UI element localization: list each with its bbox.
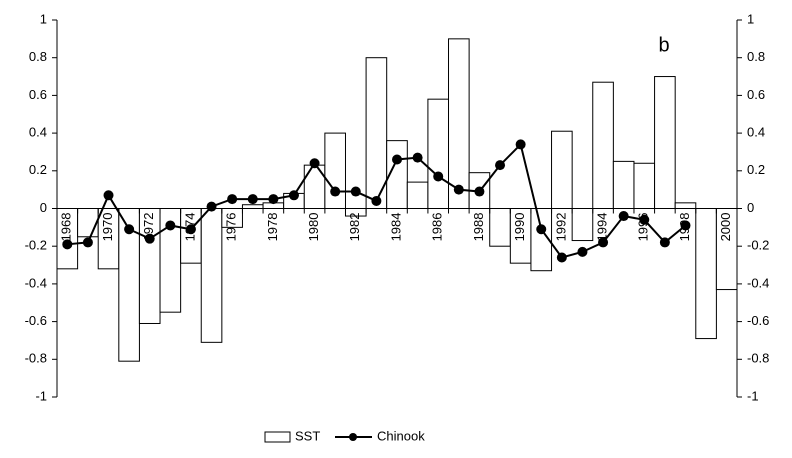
bar (200, 208, 223, 343)
line-marker (659, 237, 670, 248)
y-tick-label: -0.4 (25, 275, 47, 290)
line-marker (433, 171, 444, 182)
bar (654, 76, 676, 209)
bar (612, 160, 635, 209)
legend-swatch (264, 431, 291, 443)
bar (674, 202, 697, 210)
line-marker (165, 220, 176, 231)
bar (448, 38, 470, 209)
x-tick-label: 1976 (224, 213, 239, 242)
y-tick-label: -0.6 (25, 313, 47, 328)
y2-tick-label: 1 (747, 11, 754, 26)
bar (592, 81, 614, 209)
bar (489, 208, 511, 247)
line-marker (639, 214, 650, 225)
bar (241, 204, 264, 209)
x-tick-label: 1970 (100, 213, 115, 242)
bar (77, 208, 99, 238)
line-marker (474, 186, 485, 197)
x-tick-label: 1990 (512, 213, 527, 242)
line-marker (453, 184, 464, 195)
bar (406, 181, 429, 209)
y-tick-label: 0.8 (29, 49, 47, 64)
legend-label: Chinook (377, 428, 425, 443)
x-tick-label: 1982 (347, 213, 362, 242)
line-marker (268, 194, 279, 205)
line-marker (495, 160, 506, 171)
annotation: b (658, 34, 669, 56)
y-tick-label: 0.6 (29, 87, 47, 102)
x-tick-label: 1972 (141, 213, 156, 242)
y-tick-label: 1 (40, 11, 47, 26)
line-marker (185, 224, 196, 235)
x-tick-label: 1974 (182, 213, 197, 242)
line-marker (515, 139, 526, 150)
line-marker (330, 186, 341, 197)
line-marker (680, 220, 691, 231)
line-marker (618, 211, 629, 222)
y-tick-label: 0 (40, 200, 47, 215)
x-tick-label: 1986 (430, 213, 445, 242)
y-tick-label: -0.8 (25, 351, 47, 366)
x-tick-label: 2000 (718, 213, 733, 242)
x-tick-label: 1978 (265, 213, 280, 242)
x-tick-label: 1992 (553, 213, 568, 242)
line-marker (82, 237, 93, 248)
line-marker (556, 252, 567, 263)
bar (427, 98, 450, 209)
x-tick-label: 1968 (59, 213, 74, 242)
y2-tick-label: -0.8 (747, 351, 769, 366)
line-marker (577, 246, 588, 257)
y2-tick-label: -0.2 (747, 238, 769, 253)
bar (633, 162, 656, 209)
y-tick-label: -1 (35, 388, 47, 403)
y2-tick-label: 0.2 (747, 162, 765, 177)
line-marker (103, 190, 114, 201)
bar (571, 208, 594, 242)
x-tick-label: 1994 (594, 213, 609, 242)
line-marker (247, 194, 258, 205)
line-marker (309, 158, 320, 169)
line-marker (62, 239, 73, 250)
legend-marker (349, 433, 357, 441)
y2-tick-label: 0.6 (747, 87, 765, 102)
y2-tick-label: 0.8 (747, 49, 765, 64)
line-marker (227, 194, 238, 205)
line-marker (124, 224, 135, 235)
line-marker (412, 152, 423, 163)
line-marker (144, 233, 155, 244)
y2-tick-label: 0 (747, 200, 754, 215)
y-tick-label: 0.4 (29, 125, 47, 140)
y-tick-label: -0.2 (25, 238, 47, 253)
x-tick-label: 1980 (306, 213, 321, 242)
line-marker (392, 154, 402, 165)
x-tick-label: 1988 (471, 213, 486, 242)
line-marker (288, 190, 299, 201)
x-tick-label: 1984 (388, 213, 403, 242)
x-tick-label: 1996 (636, 213, 651, 242)
line-marker (536, 224, 547, 235)
line-marker (371, 195, 382, 206)
y2-tick-label: -1 (747, 388, 759, 403)
bar (324, 132, 346, 210)
y2-tick-label: -0.6 (747, 313, 769, 328)
y2-tick-label: 0.4 (747, 125, 765, 140)
y2-tick-label: -0.4 (747, 275, 769, 290)
bar (695, 208, 717, 340)
y-tick-label: 0.2 (29, 162, 47, 177)
bar (551, 130, 573, 209)
legend-label: SST (295, 428, 320, 443)
line-marker (350, 186, 361, 197)
line-marker (206, 201, 217, 212)
line-marker (598, 237, 609, 248)
x-tick-label: 1998 (677, 213, 692, 242)
